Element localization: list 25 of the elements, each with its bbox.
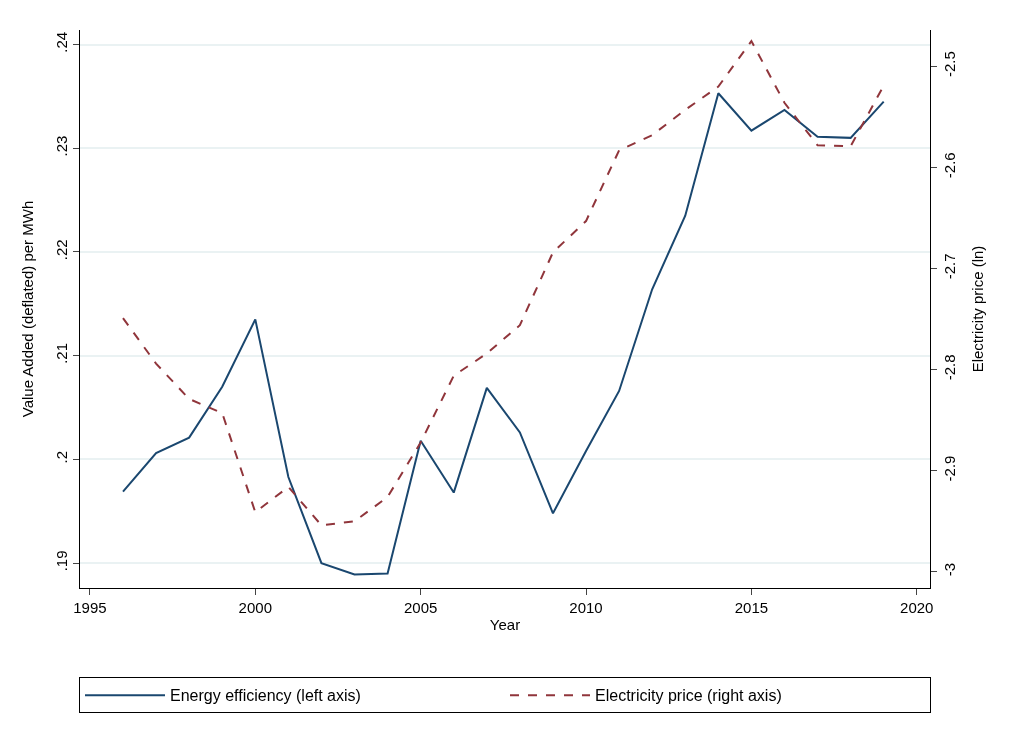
- y-tick-label: .24: [53, 31, 70, 53]
- y2-tick-label: -2.9: [941, 455, 958, 482]
- y-tick-label: .2: [53, 450, 70, 464]
- y2-tick-label: -2.6: [941, 152, 958, 179]
- y-tick-label: .22: [53, 239, 70, 261]
- y-tick-label: .23: [53, 135, 70, 157]
- legend-label: Energy efficiency (left axis): [170, 687, 361, 705]
- x-tick-label: 1995: [73, 599, 107, 616]
- y2-tick-label: -2.8: [941, 354, 958, 381]
- y2-tick-label: -2.7: [941, 253, 958, 280]
- x-tick-label: 2010: [569, 599, 603, 616]
- x-axis-title: Year: [489, 616, 521, 633]
- legend-label: Electricity price (right axis): [595, 687, 782, 705]
- x-tick-label: 2000: [238, 599, 272, 616]
- y2-tick-label: -2.5: [941, 51, 958, 78]
- y2-tick-label: -3: [941, 562, 958, 577]
- y-tick-label: .19: [53, 550, 70, 572]
- x-tick-label: 2015: [734, 599, 769, 616]
- x-tick-label: 2020: [900, 599, 934, 616]
- y2-axis-title: Electricity price (ln): [969, 245, 986, 373]
- y-tick-label: .21: [53, 342, 70, 364]
- y-axis-title: Value Added (deflated) per MWh: [19, 200, 37, 418]
- line-series: [122, 92, 885, 576]
- line-series: [122, 40, 885, 527]
- x-tick-label: 2005: [403, 599, 438, 616]
